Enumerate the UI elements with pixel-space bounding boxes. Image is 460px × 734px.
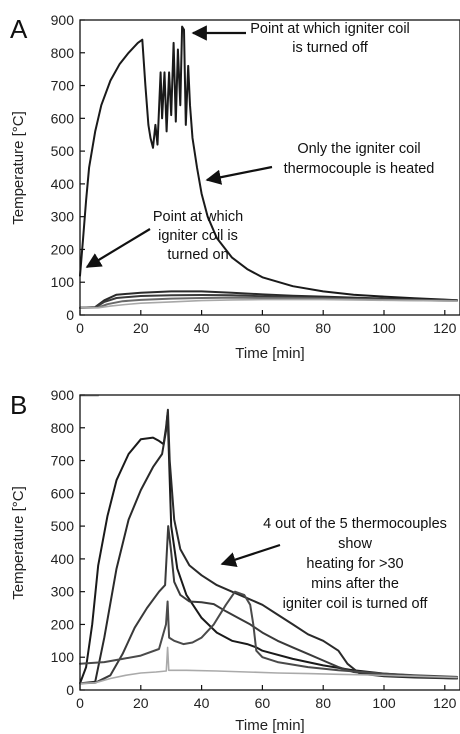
- annotation-only-igniter-line2: thermocouple is heated: [284, 161, 435, 177]
- panel-b-x-tick-label: 0: [76, 695, 84, 711]
- panel-b-x-tick-label: 60: [255, 695, 271, 711]
- panel-b-y-tick-label: 400: [51, 551, 75, 567]
- panel-b-series-group: [79, 394, 458, 685]
- panel-a-x-tick-label: 20: [133, 320, 149, 336]
- panel-a-y-tick-label: 700: [51, 78, 75, 94]
- panel-b-x-tick-label: 40: [194, 695, 210, 711]
- panel-b-y-tick-label: 600: [51, 485, 75, 501]
- panel-a-y-tick-label: 500: [51, 143, 75, 159]
- panel-a-y-tick-label: 200: [51, 241, 75, 257]
- panel-label-a: A: [10, 14, 28, 44]
- panel-b-series-1-line: [79, 412, 458, 685]
- panel-b-y-tick-label: 500: [51, 518, 75, 534]
- annotation-heating-line4: mins after the: [311, 576, 399, 592]
- panel-a-series-1-line: [79, 25, 458, 302]
- annotation-igniter-off-line2: is turned off: [292, 40, 368, 56]
- annotation-igniter-on-line1: Point at which: [153, 209, 243, 225]
- annotation-heating-line3: heating for >30: [306, 556, 403, 572]
- annotation-igniter-on-arrow: [85, 228, 151, 268]
- panel-b-y-axis-label: Temperature [°C]: [10, 486, 27, 600]
- panel-a-y-tick-label: 0: [66, 307, 74, 323]
- panel-b-y-tick-label: 900: [51, 387, 75, 403]
- panel-b-x-axis-label: Time [min]: [235, 717, 304, 734]
- panel-a-y-tick-label: 100: [51, 274, 75, 290]
- panel-b-plot-frame: [79, 394, 460, 691]
- panel-b-x-tick-label: 20: [133, 695, 149, 711]
- panel-a-y-tick-label: 800: [51, 45, 75, 61]
- panel-a-ticks: 0 20 40 60 80 100 120 0 100 200 300 400 500 600 700 800…: [51, 12, 457, 336]
- annotation-igniter-off: Point at which igniter coil is turned of…: [191, 21, 410, 56]
- panel-a-x-tick-label: 80: [315, 320, 331, 336]
- panel-b-series-2-line: [79, 408, 458, 685]
- panel-a: A 0 20 40 60 80 100 120 0 100 200 300 400 500 600 700 8…: [10, 12, 460, 362]
- panel-b-series-5-line: [79, 646, 458, 685]
- panel-b-series-3-line: [79, 525, 458, 685]
- panel-a-y-tick-label: 300: [51, 209, 75, 225]
- panel-b-y-tick-label: 300: [51, 584, 75, 600]
- panel-a-plot-frame: [79, 19, 460, 316]
- panel-b-x-tick-label: 100: [372, 695, 396, 711]
- annotation-heating-line1: 4 out of the 5 thermocouples: [263, 516, 447, 532]
- annotation-heating-arrow: [220, 543, 281, 568]
- panel-a-x-tick-label: 40: [194, 320, 210, 336]
- panel-a-x-tick-label: 100: [372, 320, 396, 336]
- panel-a-x-tick-label: 60: [255, 320, 271, 336]
- panel-a-series-group: [79, 25, 458, 309]
- panel-a-y-tick-label: 600: [51, 110, 75, 126]
- annotation-only-igniter-arrow: [205, 165, 273, 185]
- panel-b-y-tick-label: 700: [51, 453, 75, 469]
- panel-b-ticks: 0 20 40 60 80 100 120 0 100 200 300 400 500 600 700 800…: [51, 387, 457, 711]
- panel-b-x-tick-label: 120: [433, 695, 457, 711]
- panel-b-y-tick-label: 800: [51, 420, 75, 436]
- annotation-igniter-on-line2: igniter coil is: [158, 228, 238, 244]
- panel-b-series-4-line: [79, 590, 458, 678]
- panel-b-y-tick-label: 100: [51, 649, 75, 665]
- panel-a-x-tick-label: 0: [76, 320, 84, 336]
- annotation-heating-after-off: 4 out of the 5 thermocouples show heatin…: [220, 516, 447, 612]
- panel-label-b: B: [10, 390, 27, 420]
- annotation-only-igniter-line1: Only the igniter coil: [297, 141, 420, 157]
- panel-a-x-axis-label: Time [min]: [235, 345, 304, 362]
- annotation-igniter-on-line3: turned on: [167, 247, 228, 263]
- panel-b-x-tick-label: 80: [315, 695, 331, 711]
- panel-a-series-5-line: [79, 298, 458, 309]
- panel-b-y-tick-label: 200: [51, 616, 75, 632]
- panel-b: B 0 20 40 60 80 100 120 0 100 200 300 400 500 600 700 8…: [10, 387, 460, 734]
- annotation-igniter-off-line1: Point at which igniter coil: [250, 21, 410, 37]
- annotation-heating-line5: igniter coil is turned off: [283, 596, 429, 612]
- panel-a-x-tick-label: 120: [433, 320, 457, 336]
- panel-a-y-axis-label: Temperature [°C]: [10, 111, 27, 225]
- annotation-heating-line2: show: [338, 536, 372, 552]
- annotation-igniter-on: Point at which igniter coil is turned on: [85, 209, 243, 268]
- panel-b-y-tick-label: 0: [66, 682, 74, 698]
- panel-a-y-tick-label: 900: [51, 12, 75, 28]
- panel-a-y-tick-label: 400: [51, 176, 75, 192]
- annotation-only-igniter: Only the igniter coil thermocouple is he…: [205, 141, 435, 185]
